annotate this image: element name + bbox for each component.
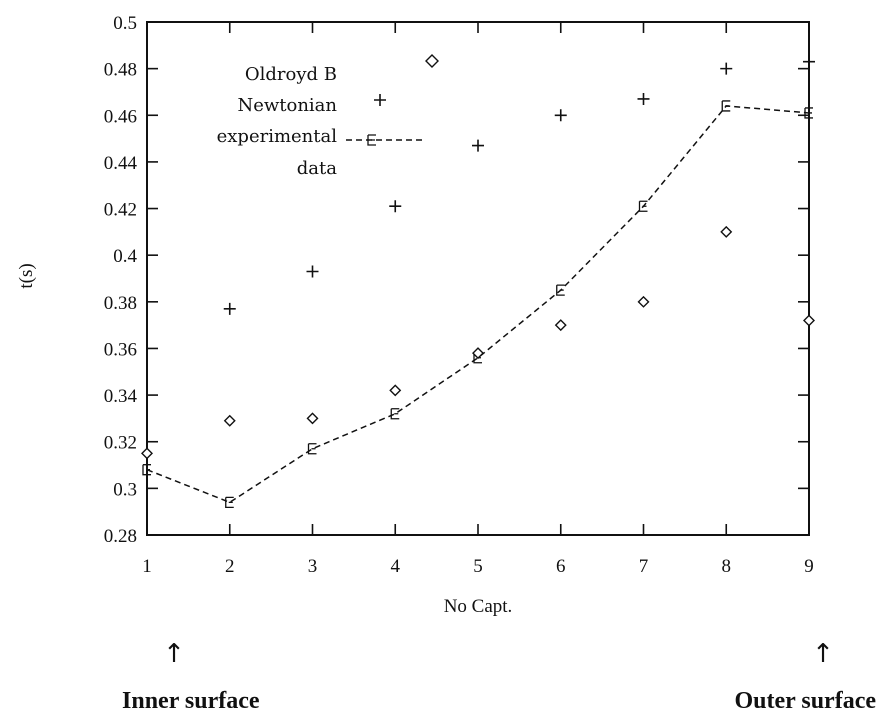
experimental-data-point [638, 200, 648, 212]
experimental-data-line [146, 105, 810, 504]
legend-marker-newtonian [374, 94, 386, 106]
inner-surface-arrow-icon: ↑ [163, 639, 185, 669]
y-tick-label: 0.46 [104, 106, 137, 127]
oldroyd-b-point [141, 447, 153, 460]
series-layer [141, 54, 815, 509]
oldroyd-b-point [720, 225, 733, 238]
oldroyd-b-point [223, 414, 236, 427]
inner-surface-label: Inner surface [122, 688, 260, 714]
x-tick-label: 3 [308, 556, 318, 577]
x-tick-label: 4 [391, 556, 401, 577]
legend-marker-oldroyd-b [425, 54, 439, 68]
x-tick-label: 5 [473, 556, 483, 577]
x-tick-label: 1 [142, 556, 152, 577]
outer-surface-label: Outer surface [734, 688, 876, 714]
legend-entry-data: data [297, 158, 337, 179]
oldroyd-b-point [554, 319, 567, 332]
legend: Oldroyd B Newtonian experimental data [217, 64, 425, 179]
y-tick-label: 0.32 [104, 433, 137, 454]
newtonian-point [720, 62, 733, 75]
x-tick-label: 8 [722, 556, 732, 577]
experimental-data-point [307, 443, 317, 455]
x-tick-label: 6 [556, 556, 566, 577]
newtonian-point [472, 139, 484, 152]
y-axis-label: t(s) [16, 263, 37, 288]
y-tick-label: 0.36 [104, 339, 137, 360]
y-tick-label: 0.28 [104, 526, 137, 547]
legend-entry-experimental: experimental [217, 126, 338, 147]
newtonian-point [637, 92, 650, 105]
newtonian-point [554, 109, 567, 122]
y-tick-label: 0.48 [104, 60, 137, 81]
experimental-data-point [225, 496, 234, 509]
y-tick-label: 0.34 [104, 386, 138, 407]
outer-surface-arrow-icon: ↑ [812, 639, 834, 669]
oldroyd-b-point [637, 295, 650, 308]
y-tick-label: 0.42 [104, 200, 137, 221]
newtonian-point [389, 200, 402, 213]
experimental-data-point [390, 408, 400, 420]
experimental-data-point [721, 100, 731, 112]
y-tick-label: 0.44 [104, 153, 138, 174]
oldroyd-b-point [472, 347, 484, 360]
legend-marker-experimental [367, 134, 376, 146]
newtonian-point [223, 302, 236, 315]
experimental-data-point [142, 464, 151, 476]
x-tick-label: 7 [639, 556, 649, 577]
legend-entry-newtonian: Newtonian [237, 95, 337, 116]
experimental-data-point [556, 284, 565, 296]
x-tick-label: 9 [804, 556, 814, 577]
axis-ticks: 0.28 0.3 0.32 0.34 0.36 0.38 0.4 0.42 0.44 0.46 0.… [104, 13, 814, 577]
oldroyd-b-point [389, 384, 402, 397]
legend-entry-oldroyd-b: Oldroyd B [245, 64, 337, 85]
newtonian-point [306, 265, 319, 278]
y-tick-label: 0.3 [113, 479, 137, 500]
legend-sample-experimental [346, 134, 425, 146]
experimental-data-point [804, 107, 813, 119]
oldroyd-b-point [306, 412, 319, 425]
x-tick-label: 2 [225, 556, 235, 577]
y-tick-label: 0.4 [113, 246, 137, 267]
y-tick-label: 0.38 [104, 293, 137, 314]
x-axis-label: No Capt. [444, 596, 513, 617]
newtonian-point [803, 55, 815, 68]
oldroyd-b-point [803, 314, 815, 327]
y-tick-label: 0.5 [113, 13, 137, 34]
